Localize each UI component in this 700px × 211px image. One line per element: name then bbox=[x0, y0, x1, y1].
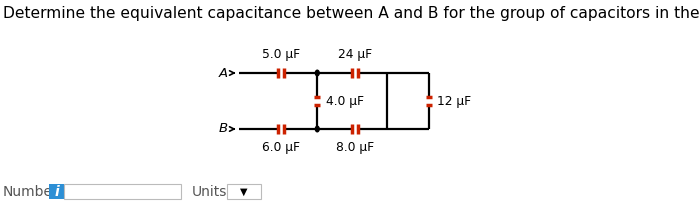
Text: Determine the equivalent capacitance between A and B for the group of capacitors: Determine the equivalent capacitance bet… bbox=[3, 6, 700, 21]
Text: 24 μF: 24 μF bbox=[338, 48, 372, 61]
Text: 4.0 μF: 4.0 μF bbox=[326, 95, 364, 107]
Text: 5.0 μF: 5.0 μF bbox=[262, 48, 300, 61]
Text: 6.0 μF: 6.0 μF bbox=[262, 141, 300, 154]
Text: B: B bbox=[218, 123, 228, 135]
Text: i: i bbox=[54, 184, 59, 199]
Circle shape bbox=[316, 126, 319, 132]
Text: Units: Units bbox=[192, 184, 227, 199]
FancyBboxPatch shape bbox=[227, 184, 262, 199]
Text: ▼: ▼ bbox=[240, 187, 248, 196]
Text: Number: Number bbox=[3, 184, 58, 199]
Text: 12 μF: 12 μF bbox=[437, 95, 471, 107]
FancyBboxPatch shape bbox=[49, 184, 64, 199]
Text: 8.0 μF: 8.0 μF bbox=[336, 141, 374, 154]
FancyBboxPatch shape bbox=[64, 184, 181, 199]
Text: A: A bbox=[218, 66, 228, 80]
Circle shape bbox=[316, 70, 319, 76]
